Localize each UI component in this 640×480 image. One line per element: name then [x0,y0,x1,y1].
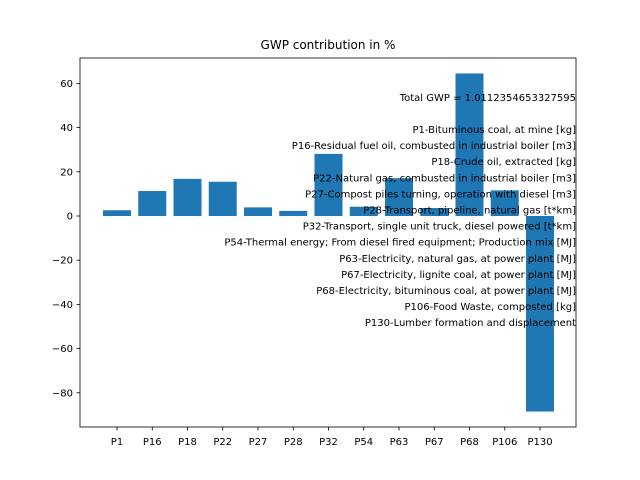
x-tick-label: P54 [354,437,373,448]
legend-line: P106-Food Waste, composted [kg] [405,302,577,313]
y-tick-label: −20 [52,256,73,267]
legend-line: P68-Electricity, bituminous coal, at pow… [316,286,576,297]
bar-P63 [385,178,413,216]
x-tick-label: P1 [111,437,123,448]
y-tick-label: 20 [60,167,73,178]
x-tick-label: P16 [143,437,162,448]
y-tick-label: 0 [67,211,73,222]
x-tick-label: P27 [249,437,268,448]
x-tick-label: P28 [284,437,303,448]
x-tick-label: P32 [319,437,338,448]
legend-line: P67-Electricity, lignite coal, at power … [341,270,576,281]
bar-P32 [314,153,343,216]
bar-P67 [420,208,449,216]
legend-annotation: Total GWP = 1.0112354653327595 P1-Bitumin… [224,93,576,329]
legend-line: P1-Bituminous coal, at mine [kg] [413,125,577,136]
legend-line: P28-Transport, pipeline, natural gas [t*… [363,206,576,217]
bar-P54 [349,206,378,216]
y-tick-label: −40 [52,300,73,311]
x-axis: P1 P16 P18 P22 P27 P28 P32 P54 P63 P67 P68 P106 P130 [111,427,553,448]
bars-group [103,73,554,412]
y-tick-label: −60 [52,344,73,355]
axes-frame [79,57,577,428]
bar-P28 [279,210,308,216]
legend-line: P18-Crude oil, extracted [kg] [431,157,576,168]
x-tick-label: P67 [425,437,444,448]
x-tick-label: P63 [390,437,409,448]
y-tick-label: 40 [60,123,73,134]
bar-P130 [526,215,554,412]
legend-line: P63-Electricity, natural gas, at power p… [339,254,576,265]
x-tick-label: P22 [213,437,232,448]
bar-P16 [138,191,167,216]
bar-P18 [173,178,202,216]
legend-line: P22-Natural gas, combusted in industrial… [313,173,576,184]
bar-P1 [103,210,131,216]
legend-line: P32-Transport, single unit truck, diesel… [303,222,576,233]
legend-line: P27-Compost piles turning, operation wit… [305,189,576,200]
legend-line: P130-Lumber formation and displacement [365,318,576,329]
x-tick-label: P106 [492,437,517,448]
bar-P27 [244,207,272,216]
y-tick-label: 60 [60,79,73,90]
chart-title: GWP contribution in % [261,38,396,52]
x-tick-label: P68 [460,437,479,448]
legend-line: P54-Thermal energy; From diesel fired eq… [224,238,576,249]
legend-line: P16-Residual fuel oil, combusted in indu… [292,141,576,152]
x-tick-label: P18 [178,437,197,448]
y-tick-label: −80 [52,388,73,399]
total-gwp-text: Total GWP = 1.0112354653327595 [399,93,576,104]
y-axis: −80 −60 −40 −20 0 20 40 60 [52,79,80,399]
bar-P106 [490,190,519,216]
bar-P68 [455,73,484,216]
bar-P22 [208,181,237,216]
x-tick-label: P130 [527,437,552,448]
